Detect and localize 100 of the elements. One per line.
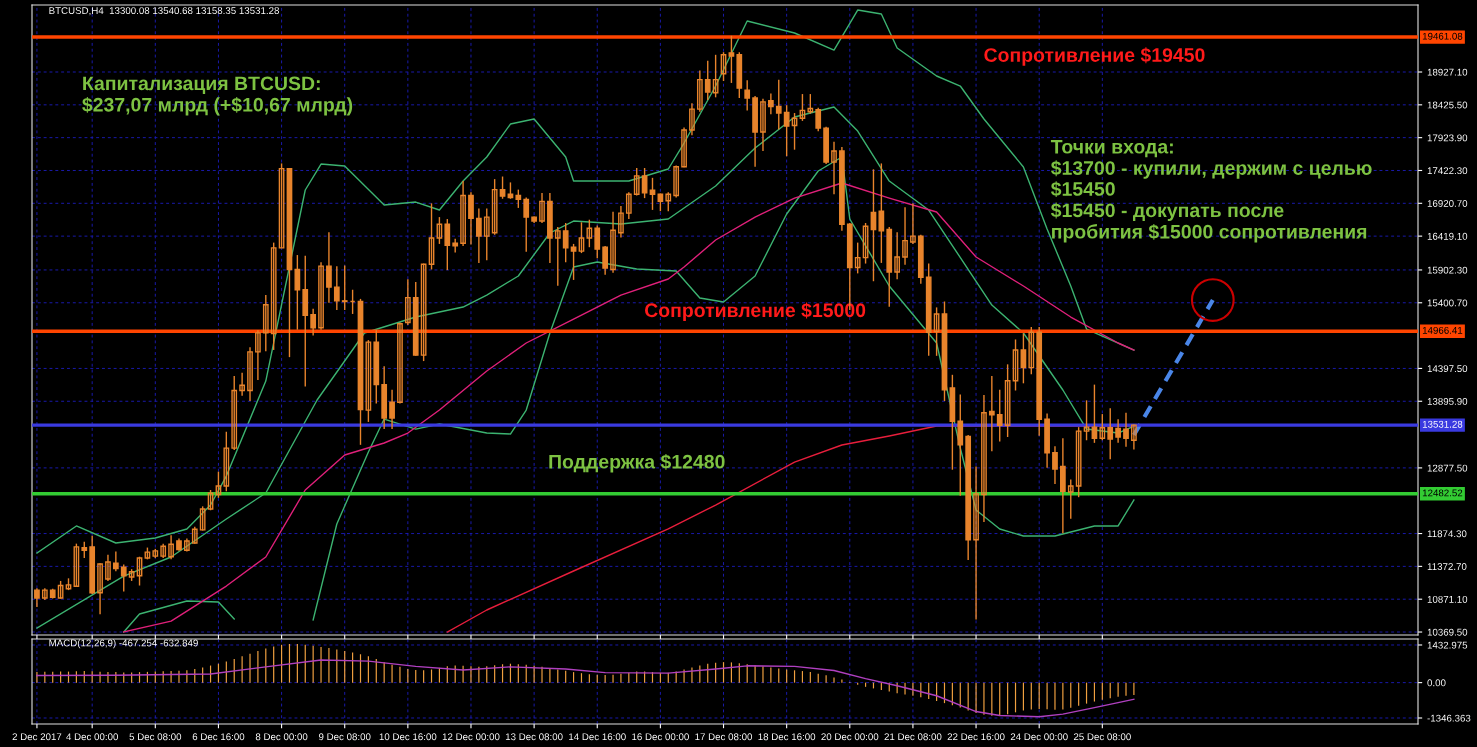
- candlestick: [720, 51, 727, 82]
- candlestick: [1004, 363, 1011, 438]
- candlestick: [499, 175, 506, 200]
- candlestick: [554, 226, 561, 287]
- candlestick: [270, 241, 277, 351]
- candlestick: [689, 102, 695, 136]
- candlestick: [878, 162, 885, 264]
- annotation: Капитализация BTCUSD: $237,07 млрд (+$10,67 млрд): [82, 76, 353, 116]
- candlestick: [184, 537, 190, 553]
- y-tick-label: 1432.975: [1427, 641, 1468, 649]
- x-tick-label: 14 Dec 16:00: [569, 733, 626, 741]
- x-tick-label: 21 Dec 08:00: [884, 733, 942, 741]
- candlestick: [981, 394, 987, 523]
- annotation: Поддержка $12480: [549, 453, 725, 473]
- candlestick: [120, 563, 127, 593]
- candlestick: [586, 219, 593, 248]
- candlestick: [791, 112, 798, 151]
- y-tick-label: 16920.70: [1427, 200, 1468, 207]
- candlestick: [199, 505, 206, 532]
- candlestick: [333, 265, 340, 311]
- candlestick: [365, 339, 372, 423]
- candlestick: [831, 141, 837, 195]
- candlestick: [112, 550, 119, 572]
- candlestick: [933, 306, 940, 357]
- ref-line-label: 13531.28: [1422, 420, 1463, 428]
- candlestick: [491, 178, 498, 236]
- candlestick: [34, 587, 40, 608]
- chart-title: MACD(12,26,9) -467.254 -632.849: [49, 639, 198, 649]
- candlestick: [988, 375, 995, 453]
- candlestick: [562, 222, 569, 263]
- candlestick: [783, 104, 790, 157]
- candlestick: [594, 224, 601, 260]
- candlestick: [41, 587, 48, 601]
- candlestick: [231, 375, 238, 451]
- candlestick: [428, 202, 435, 271]
- candlestick: [618, 205, 624, 239]
- candlestick: [539, 192, 545, 224]
- y-tick-label: 13895.90: [1427, 397, 1468, 405]
- candlestick: [760, 97, 766, 152]
- y-tick-label: 17923.90: [1427, 134, 1468, 142]
- candlestick: [728, 35, 735, 84]
- candlestick: [278, 162, 285, 249]
- candlestick: [207, 489, 214, 511]
- candlestick: [436, 216, 443, 245]
- line-series: [36, 659, 1135, 718]
- annotation: Точки входа: $13700 - купили, держим с целью $15450 $15450 - докупать после пробития $15000 сопротивления: [1050, 140, 1372, 243]
- candlestick: [1052, 445, 1058, 485]
- annotation: Сопротивление $19450: [984, 47, 1205, 66]
- candlestick: [902, 206, 908, 266]
- y-tick-label: 11372.70: [1427, 563, 1467, 570]
- candlestick: [420, 262, 427, 362]
- candlestick: [641, 167, 648, 199]
- chart-title: BTCUSD,H4 13300.08 13540.68 13158.35 13531.28: [49, 7, 280, 16]
- candlestick: [389, 389, 395, 430]
- annotation: Сопротивление $15000: [645, 302, 866, 321]
- candlestick: [239, 372, 245, 397]
- candlestick: [578, 221, 585, 254]
- candlestick: [1091, 383, 1098, 444]
- candlestick: [223, 431, 230, 492]
- candlestick: [262, 294, 269, 352]
- candlestick: [460, 180, 466, 247]
- x-tick-label: 24 Dec 00:00: [1010, 733, 1068, 741]
- candlestick: [894, 231, 901, 280]
- candlestick: [625, 191, 632, 220]
- candlestick: [105, 554, 111, 582]
- candlestick: [326, 231, 332, 304]
- x-tick-label: 13 Dec 08:00: [505, 733, 563, 741]
- y-tick-label: 16419.10: [1427, 232, 1468, 240]
- y-tick-label: 17422.30: [1427, 167, 1468, 175]
- candlestick: [97, 562, 103, 616]
- candlestick: [815, 107, 822, 133]
- candlestick: [996, 389, 1003, 443]
- candlestick: [397, 321, 403, 405]
- x-tick-label: 2 Dec 2017: [12, 733, 62, 741]
- candlestick: [1083, 399, 1090, 441]
- candlestick: [799, 93, 806, 122]
- candlestick: [633, 167, 640, 197]
- x-tick-label: 12 Dec 00:00: [442, 733, 500, 741]
- y-tick-label: 14397.50: [1427, 365, 1468, 373]
- candlestick: [483, 207, 490, 261]
- x-tick-label: 4 Dec 00:00: [66, 733, 119, 741]
- x-tick-label: 9 Dec 08:00: [318, 733, 371, 741]
- candlestick: [775, 78, 782, 131]
- candlestick: [215, 470, 222, 499]
- candlestick: [515, 188, 522, 209]
- x-tick-label: 8 Dec 00:00: [255, 733, 308, 741]
- ref-line-label: 12482.52: [1422, 489, 1463, 497]
- y-tick-label: 18927.10: [1427, 68, 1468, 76]
- candlestick: [673, 164, 680, 199]
- candlestick: [1107, 407, 1114, 460]
- candlestick: [310, 308, 317, 337]
- candlestick: [610, 211, 616, 274]
- candlestick: [910, 202, 916, 245]
- candlestick: [255, 329, 261, 381]
- candlestick: [712, 54, 719, 99]
- candlestick: [704, 59, 711, 101]
- candlestick: [768, 92, 774, 116]
- x-tick-label: 16 Dec 00:00: [632, 733, 689, 741]
- candlestick: [1099, 413, 1106, 441]
- y-tick-label: 18425.50: [1427, 101, 1468, 109]
